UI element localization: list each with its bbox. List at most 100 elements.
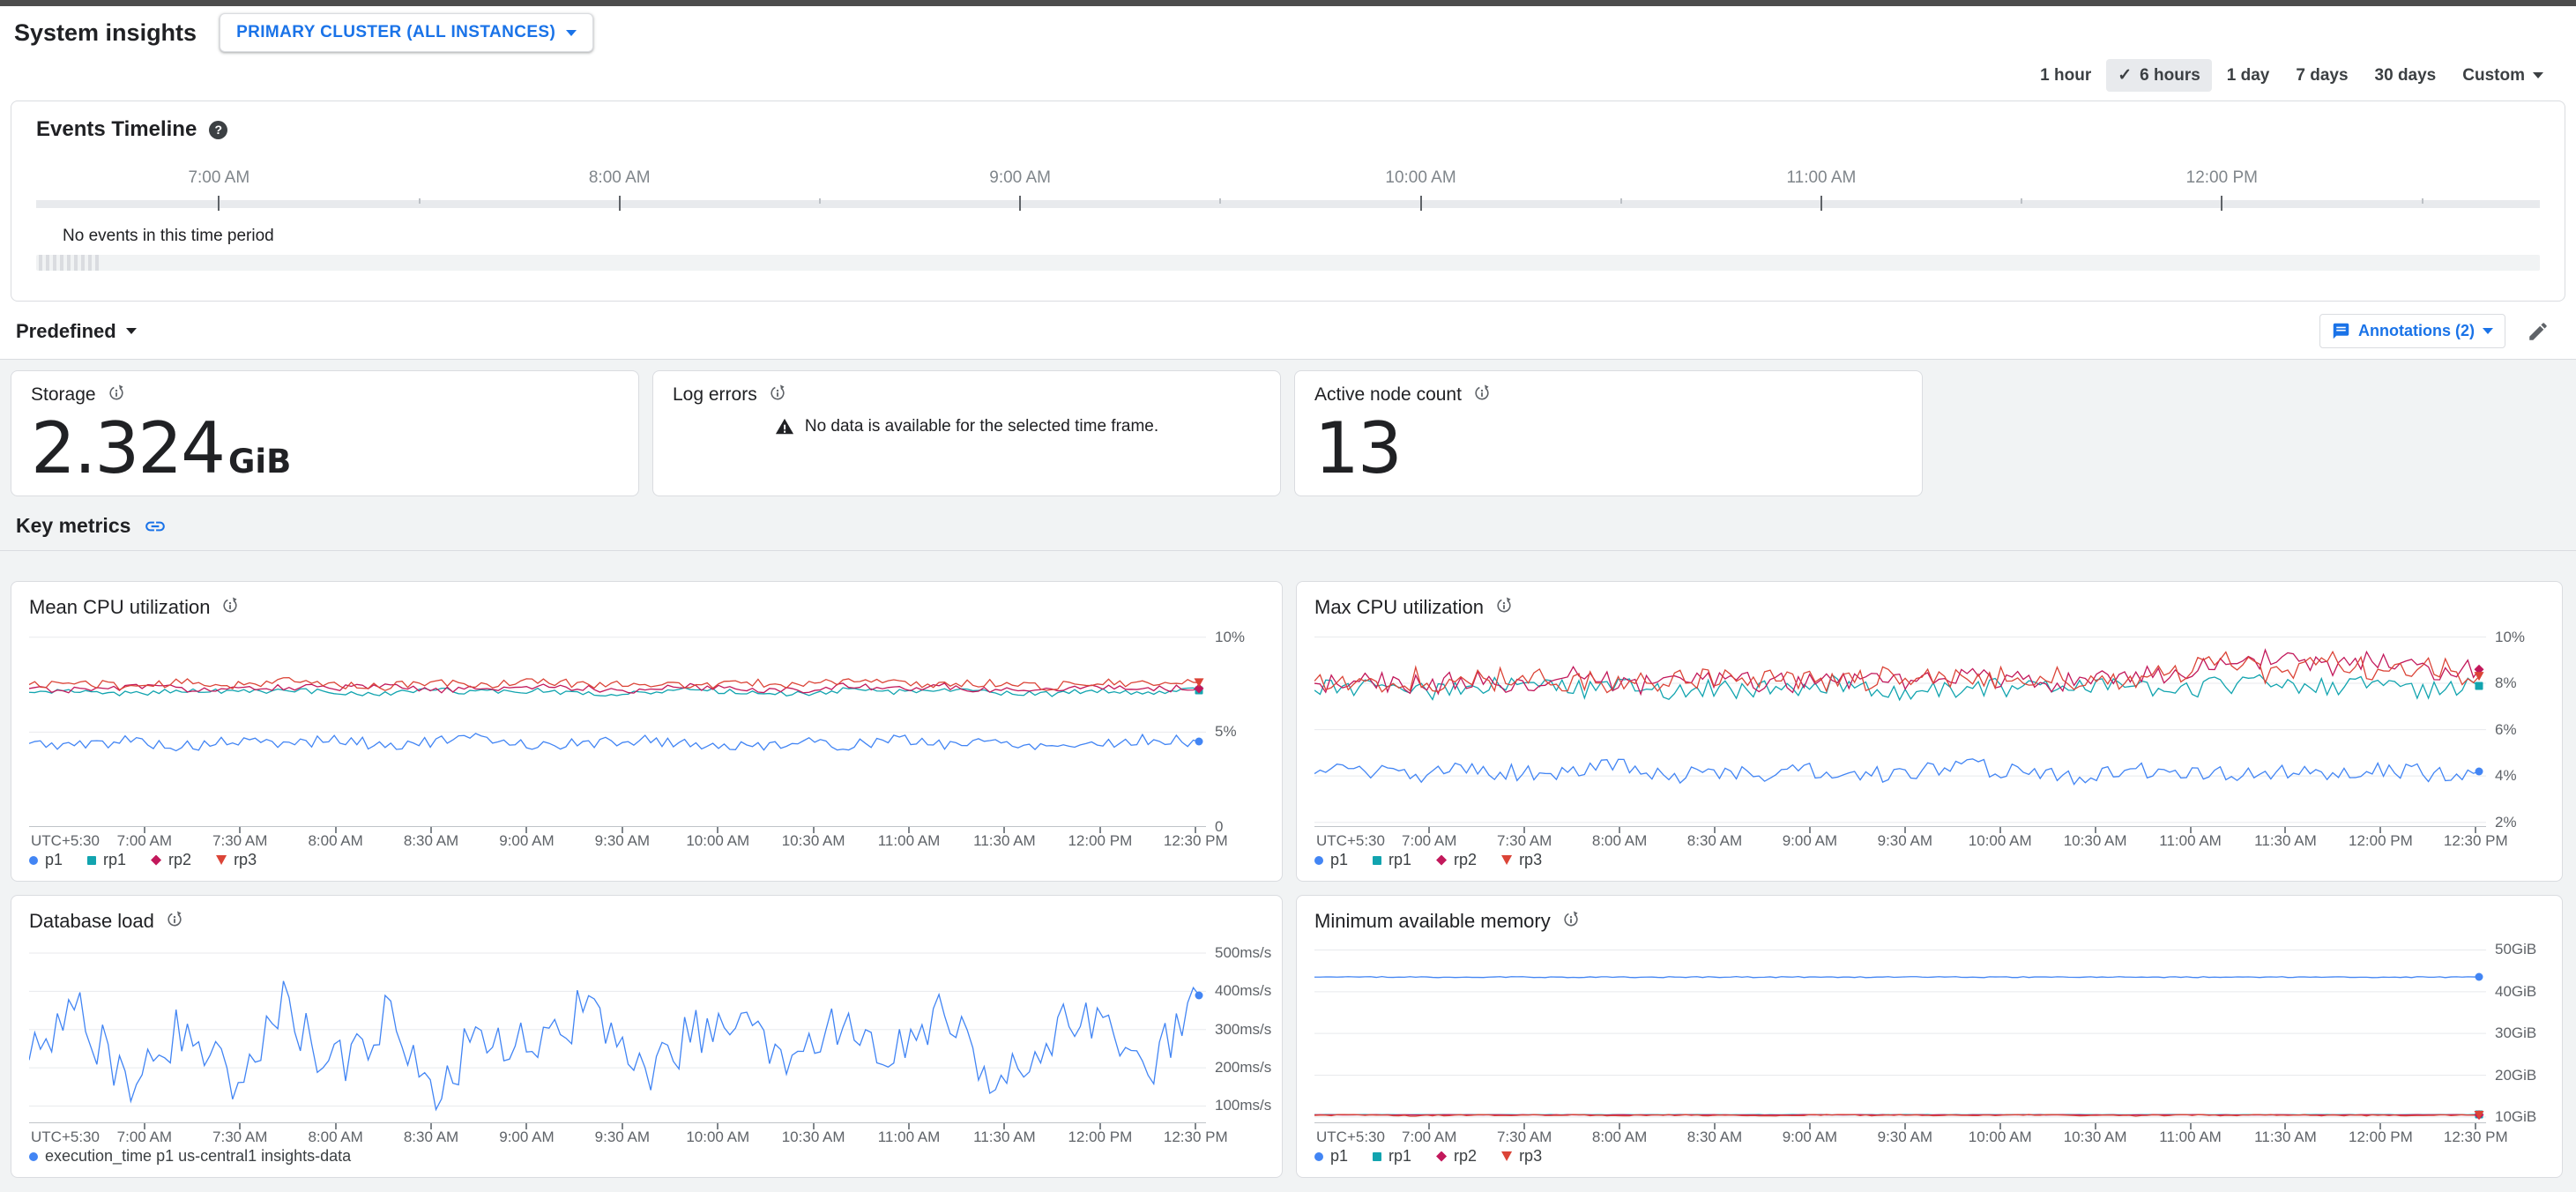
time-range-option-1-hour[interactable]: 1 hour xyxy=(2029,60,2103,92)
metric-info-icon[interactable] xyxy=(1473,384,1491,406)
x-axis-label: 8:30 AM xyxy=(403,832,459,849)
cluster-scope-label: PRIMARY CLUSTER (ALL INSTANCES) xyxy=(236,23,556,41)
x-axis-tick xyxy=(717,1123,719,1129)
x-axis-label: 7:00 AM xyxy=(116,1129,173,1145)
series-end-marker-triangle-down xyxy=(2474,672,2484,682)
metric-info-icon xyxy=(168,911,182,927)
metric-info-icon xyxy=(223,597,238,613)
circle-marker-icon xyxy=(1314,1151,1323,1161)
chart-canvas[interactable] xyxy=(29,628,1206,827)
legend-item-rp3[interactable]: rp3 xyxy=(216,851,257,869)
timeline-tick xyxy=(2421,198,2423,204)
legend-item-p1[interactable]: p1 xyxy=(1314,851,1348,869)
metric-info-icon[interactable] xyxy=(166,910,183,933)
series-end-marker-triangle-down xyxy=(2474,1111,2484,1120)
x-axis-tick xyxy=(1523,827,1526,833)
chart-plot[interactable] xyxy=(1314,628,2486,827)
chart-plot[interactable] xyxy=(1314,942,2486,1123)
metric-info-icon[interactable] xyxy=(1562,910,1580,933)
edit-dashboard-button[interactable] xyxy=(2523,317,2553,346)
x-axis-tick xyxy=(2475,1123,2477,1129)
y-axis-label: 10% xyxy=(2495,628,2526,645)
metric-info-icon[interactable] xyxy=(108,384,125,406)
y-axis-label: 300ms/s xyxy=(1215,1020,1272,1038)
chart-header: Database load xyxy=(29,910,1264,933)
x-axis-label: 11:00 AM xyxy=(877,832,941,849)
timeline-tick xyxy=(1820,196,1822,211)
chart-canvas[interactable] xyxy=(1314,628,2486,827)
legend-item-rp1[interactable]: rp1 xyxy=(1373,851,1411,869)
x-axis-label: 12:30 PM xyxy=(2443,832,2508,849)
legend-item-p1[interactable]: p1 xyxy=(1314,1147,1348,1166)
time-range-option-6-hours[interactable]: ✓ 6 hours xyxy=(2106,59,2212,92)
chart-plot[interactable] xyxy=(29,628,1206,827)
x-axis-label: 8:30 AM xyxy=(1686,832,1743,849)
x-axis-tick xyxy=(2094,827,2096,833)
metric-info-icon xyxy=(1475,384,1489,400)
legend-item-p1[interactable]: p1 xyxy=(29,851,63,869)
chart-plot[interactable] xyxy=(29,942,1206,1123)
x-axis-label: 10:00 AM xyxy=(1968,1129,2032,1145)
legend-label: p1 xyxy=(1330,851,1349,868)
timezone-label: UTC+5:30 xyxy=(1316,1129,1385,1145)
legend-item-rp3[interactable]: rp3 xyxy=(1501,851,1542,869)
x-axis-tick xyxy=(334,1123,337,1129)
x-axis-tick xyxy=(2475,827,2477,833)
legend-item-rp1[interactable]: rp1 xyxy=(87,851,126,869)
time-range-option-7-days[interactable]: 7 days xyxy=(2284,60,2359,92)
x-axis-label: 10:30 AM xyxy=(2063,1129,2127,1145)
legend-item-rp2[interactable]: rp2 xyxy=(1436,851,1477,869)
x-axis-tick xyxy=(812,1123,815,1129)
diamond-marker-icon xyxy=(151,854,162,866)
legend-label: rp2 xyxy=(1454,851,1478,868)
x-axis-tick xyxy=(621,827,623,833)
x-axis-label: 10:30 AM xyxy=(781,1129,845,1145)
legend-item-rp3[interactable]: rp3 xyxy=(1501,1147,1542,1166)
legend-label: rp3 xyxy=(1519,1147,1543,1165)
time-range-option-custom[interactable]: Custom xyxy=(2451,60,2555,92)
x-axis-label: 7:30 AM xyxy=(212,832,268,849)
annotations-button[interactable]: Annotations (2) xyxy=(2319,314,2505,348)
legend-item-rp2[interactable]: rp2 xyxy=(1436,1147,1477,1166)
chart-legend: execution_time p1 us-central1 insights-d… xyxy=(29,1144,1264,1170)
timeline-hour-label: 7:00 AM xyxy=(188,168,250,187)
no-data-message: No data is available for the selected ti… xyxy=(804,417,1159,436)
x-axis-label: 8:00 AM xyxy=(1591,1129,1648,1145)
legend-item-execution_time[interactable]: execution_time p1 us-central1 insights-d… xyxy=(29,1147,351,1166)
x-axis-label: 11:00 AM xyxy=(877,1129,941,1145)
legend-item-rp1[interactable]: rp1 xyxy=(1373,1147,1411,1166)
time-range-option-1-day[interactable]: 1 day xyxy=(2215,60,2282,92)
help-icon[interactable]: ? xyxy=(209,120,228,139)
x-axis-tick xyxy=(1713,1123,1716,1129)
chart-canvas[interactable] xyxy=(1314,942,2486,1123)
x-axis-tick xyxy=(908,827,911,833)
y-axis-label: 5% xyxy=(1215,723,1237,741)
annotation-icon xyxy=(2333,323,2349,339)
time-range-option-30-days[interactable]: 30 days xyxy=(2364,60,2448,92)
link-icon[interactable] xyxy=(144,515,167,538)
metric-info-icon[interactable] xyxy=(221,596,239,619)
metric-info-icon[interactable] xyxy=(1495,596,1513,619)
x-axis-tick xyxy=(621,1123,623,1129)
chart-y-axis: 50GiB 40GiB 30GiB 20GiB 10GiB xyxy=(2486,941,2544,1124)
time-range-option-label: 1 hour xyxy=(2040,65,2092,85)
metrics-preset-dropdown[interactable]: Predefined xyxy=(16,320,137,343)
cluster-scope-selector[interactable]: PRIMARY CLUSTER (ALL INSTANCES) xyxy=(220,13,594,52)
square-marker-icon xyxy=(1373,855,1382,865)
x-axis-label: 8:30 AM xyxy=(1686,1129,1743,1145)
triangle-down-marker-icon xyxy=(1501,855,1513,865)
x-axis-tick xyxy=(2284,827,2287,833)
x-axis-label: 12:00 PM xyxy=(2348,1129,2413,1145)
metric-info-icon[interactable] xyxy=(769,384,786,406)
events-track-stripe xyxy=(60,255,63,271)
x-axis-tick xyxy=(1999,1123,2001,1129)
legend-item-rp2[interactable]: rp2 xyxy=(151,851,191,869)
chart-x-axis: UTC+5:30 7:00 AM 7:30 AM 8:00 AM 8:30 AM 9:00… xyxy=(29,1123,1228,1145)
x-axis-label: 10:00 AM xyxy=(686,1129,750,1145)
x-axis-tick xyxy=(1098,827,1101,833)
x-axis-tick xyxy=(1808,1123,1811,1129)
timeline-tick xyxy=(618,196,621,211)
chart-canvas[interactable] xyxy=(29,942,1206,1123)
timeline-hour-label: 12:00 PM xyxy=(2185,168,2258,187)
circle-marker-icon xyxy=(29,855,38,865)
